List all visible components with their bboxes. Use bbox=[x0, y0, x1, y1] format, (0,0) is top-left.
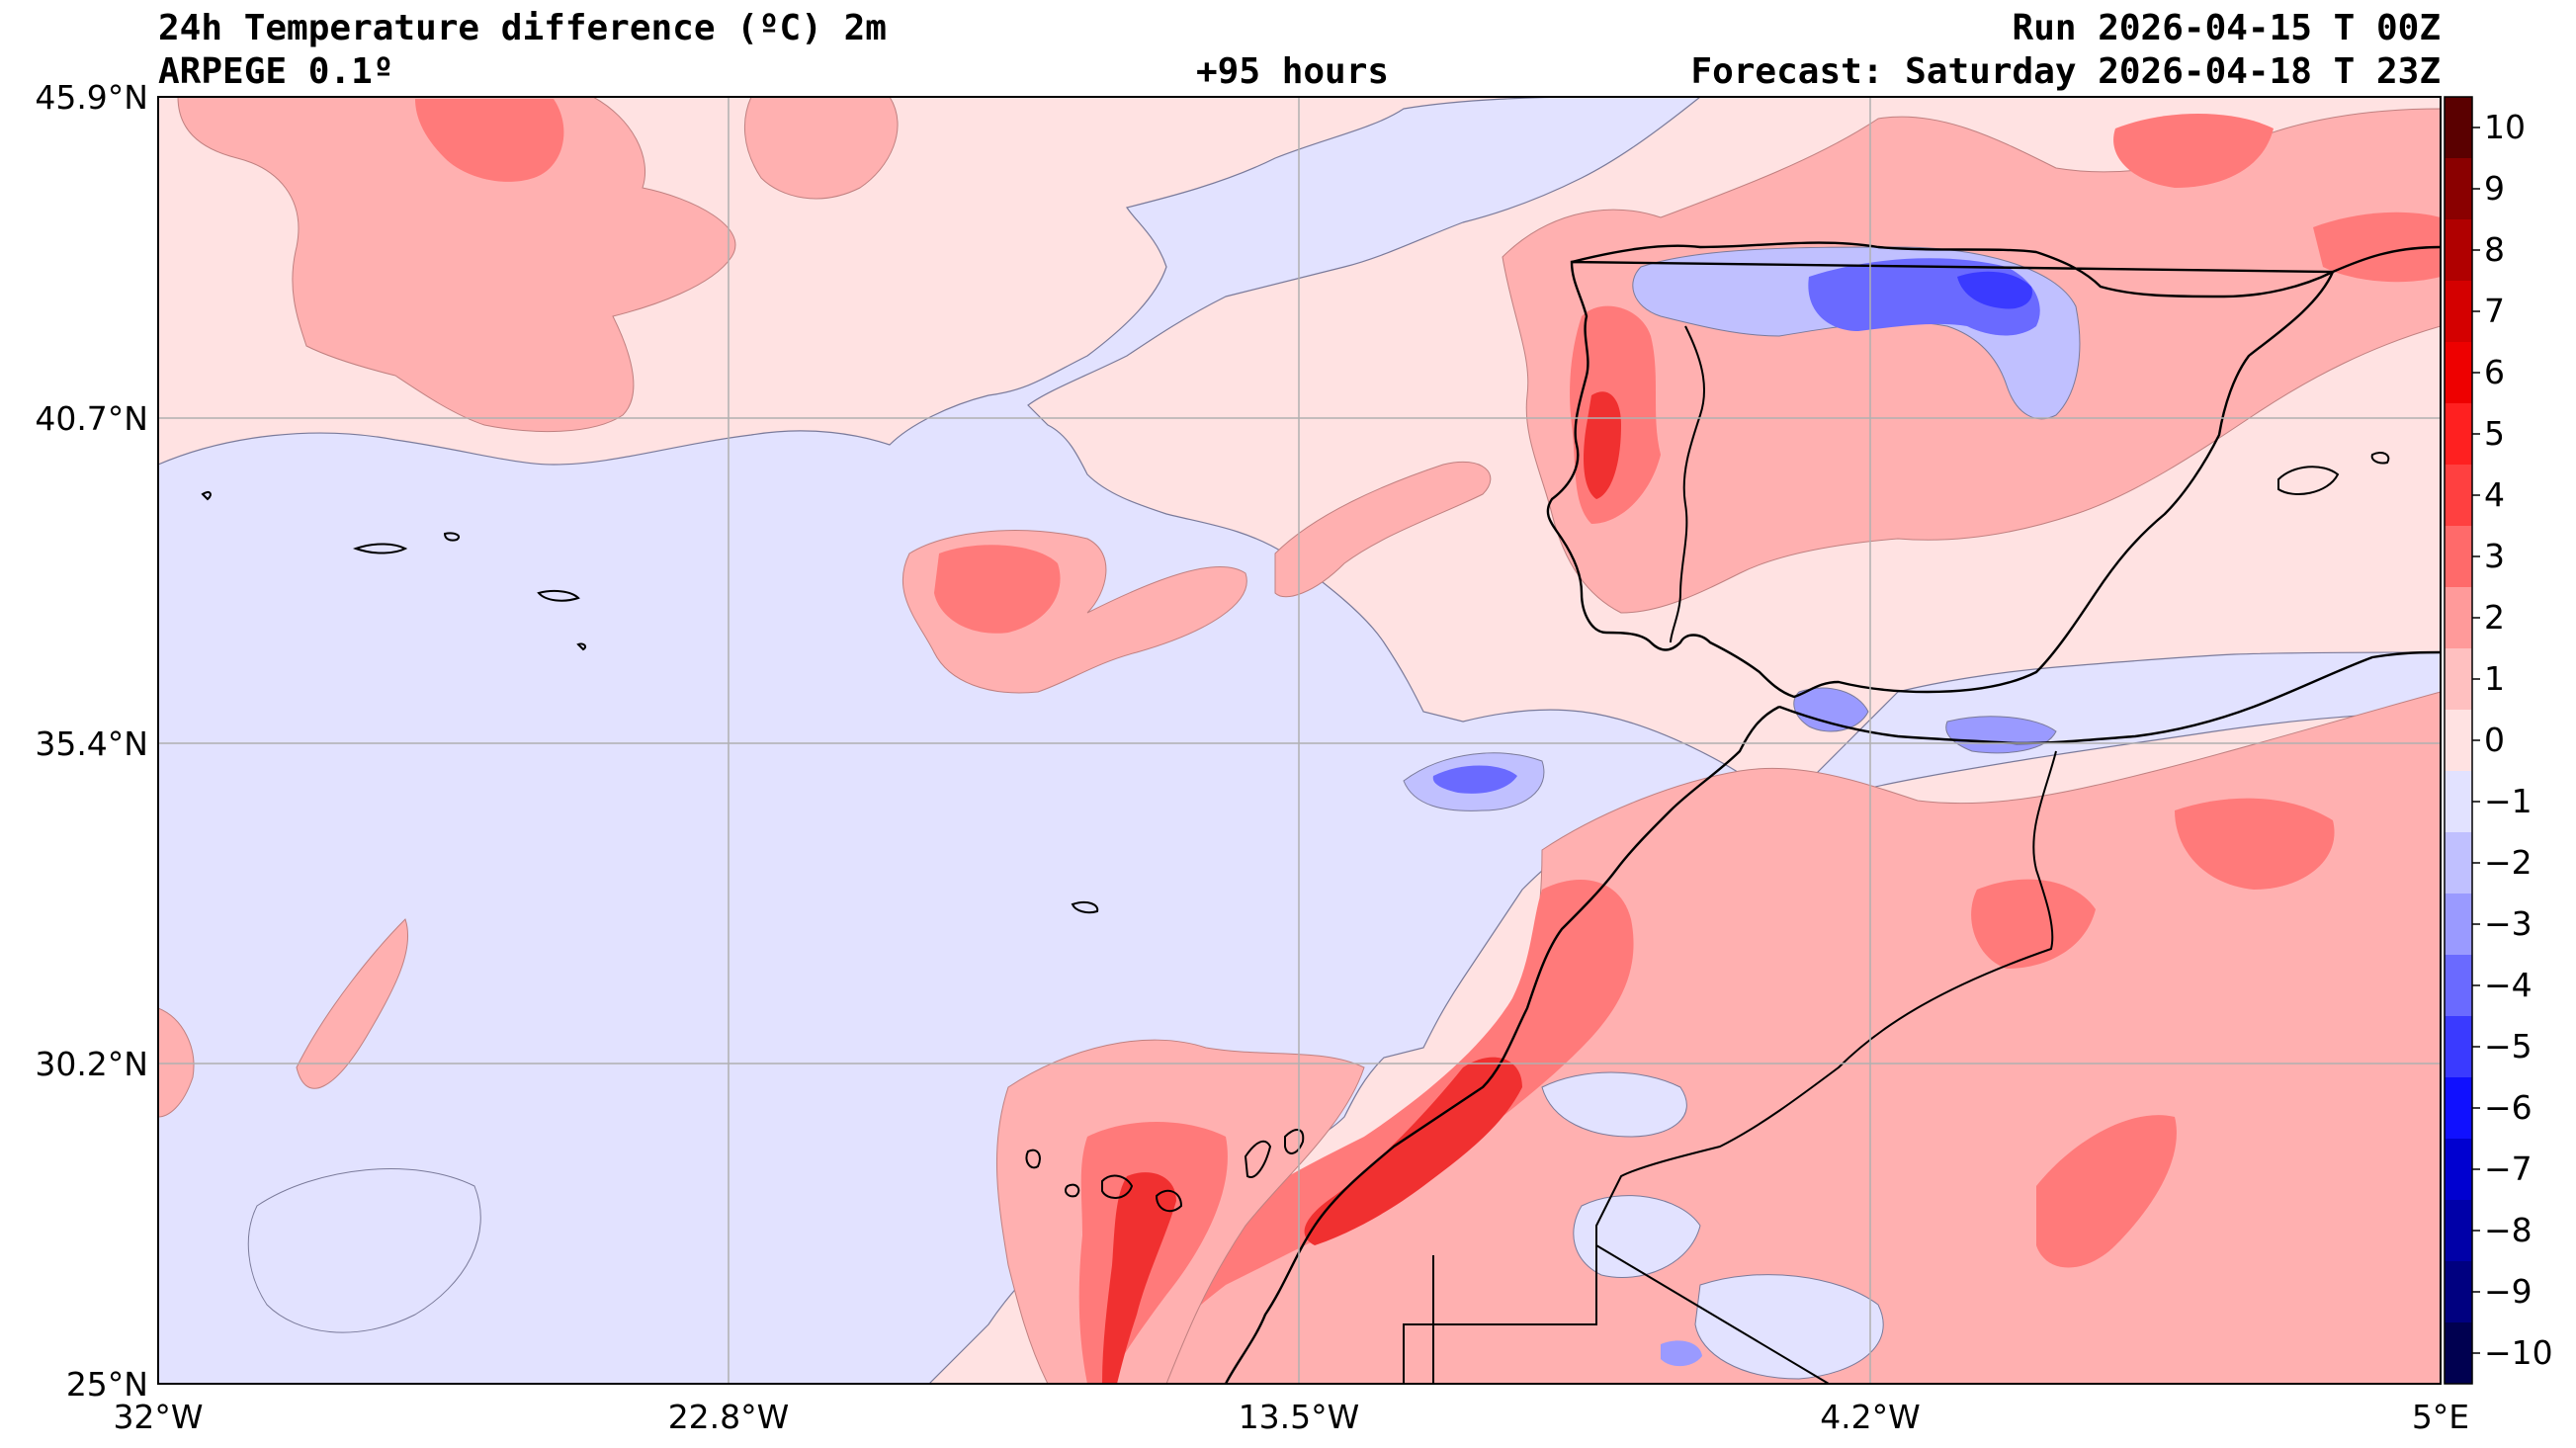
colorbar-label: −7 bbox=[2484, 1150, 2533, 1188]
colorbar-label: 10 bbox=[2484, 108, 2526, 146]
warm-africa-coast-core bbox=[1304, 1057, 1522, 1245]
coastlines bbox=[201, 241, 2441, 1384]
colorbar-swatch bbox=[2445, 587, 2472, 649]
colorbar-swatch bbox=[2445, 219, 2472, 282]
lat-tick-label: 25°N bbox=[66, 1365, 148, 1404]
colorbar-label: 7 bbox=[2484, 292, 2505, 330]
colorbar-label: −9 bbox=[2484, 1272, 2533, 1311]
colorbar-label: −10 bbox=[2484, 1333, 2553, 1372]
colorbar-label: 8 bbox=[2484, 230, 2505, 269]
colorbar-label: −8 bbox=[2484, 1211, 2533, 1249]
lat-tick-label: 30.2°N bbox=[35, 1045, 148, 1083]
forecast-label: Forecast: Saturday 2026-04-18 T 23Z bbox=[1690, 51, 2441, 92]
colorbar-label: −3 bbox=[2484, 904, 2533, 943]
warm-north-atlantic bbox=[743, 97, 899, 200]
run-label: Run 2026-04-15 T 00Z bbox=[2012, 8, 2441, 48]
azores bbox=[201, 490, 587, 651]
balearic-islands bbox=[2277, 452, 2390, 495]
colorbar-swatch bbox=[2445, 955, 2472, 1017]
warm-blob-central-core bbox=[934, 545, 1061, 634]
canary-islands bbox=[1025, 1129, 1305, 1213]
warm-canary-strong bbox=[1102, 1172, 1176, 1384]
warm-france-core bbox=[2113, 114, 2274, 188]
colorbar-label: −2 bbox=[2484, 843, 2533, 882]
warm-france-east bbox=[2313, 212, 2441, 283]
borders bbox=[1403, 325, 2057, 1384]
colorbar-label: 6 bbox=[2484, 353, 2505, 391]
colorbar-swatch bbox=[2445, 648, 2472, 711]
colorbar-swatch bbox=[2445, 1077, 2472, 1140]
colorbar-swatch bbox=[2445, 97, 2472, 159]
warm-blob-east bbox=[1274, 461, 1492, 598]
cool-ocean-south-pocket bbox=[247, 1168, 481, 1333]
lon-tick-label: 22.8°W bbox=[668, 1398, 790, 1436]
colorbar-swatch bbox=[2445, 1322, 2472, 1385]
colorbar-swatch bbox=[2445, 771, 2472, 833]
colorbar-swatch bbox=[2445, 465, 2472, 527]
lat-tick-label: 40.7°N bbox=[35, 399, 148, 438]
warm-nw-atlantic bbox=[177, 97, 736, 433]
map-frame bbox=[157, 96, 2442, 1385]
iberia-coastline bbox=[1546, 241, 2441, 699]
cool-sahara-core bbox=[1661, 1340, 1702, 1367]
colorbar-label: 5 bbox=[2484, 414, 2505, 453]
colorbar-swatch bbox=[2445, 281, 2472, 343]
colorbar-label: 2 bbox=[2484, 598, 2505, 637]
africa-coastline bbox=[1224, 650, 2441, 1384]
colorbar-swatch bbox=[2445, 1139, 2472, 1201]
colorbar-swatch bbox=[2445, 832, 2472, 894]
colorbar-label: 4 bbox=[2484, 475, 2505, 514]
cool-sahara-pocket bbox=[1573, 1195, 1701, 1279]
lon-tick-label: 13.5°W bbox=[1239, 1398, 1360, 1436]
cool-sahara-south bbox=[1694, 1274, 1884, 1380]
gridlines bbox=[158, 97, 2441, 1384]
lat-tick-label: 35.4°N bbox=[35, 724, 148, 763]
colorbar-swatch bbox=[2445, 403, 2472, 466]
cool-west-core bbox=[1432, 765, 1517, 794]
colorbar-label: −4 bbox=[2484, 966, 2533, 1004]
warm-africa-inland bbox=[1971, 879, 2096, 969]
warm-blob-edge bbox=[158, 1007, 195, 1118]
cool-atlas bbox=[1541, 1071, 1687, 1138]
cool-iberia-north-strong bbox=[1957, 271, 2032, 309]
colorbar-swatch bbox=[2445, 342, 2472, 404]
colorbar-label: −1 bbox=[2484, 782, 2533, 820]
warm-nw-atlantic-core bbox=[415, 99, 564, 182]
lon-tick-labels: 32°W 22.8°W 13.5°W 4.2°W 5°E bbox=[113, 1398, 2469, 1436]
colorbar-swatch bbox=[2445, 710, 2472, 772]
model-label: ARPEGE 0.1º bbox=[158, 51, 394, 92]
lat-tick-labels: 45.9°N 40.7°N 35.4°N 30.2°N 25°N bbox=[35, 78, 148, 1404]
lat-tick-label: 45.9°N bbox=[35, 78, 148, 117]
colorbar-label: 9 bbox=[2484, 169, 2505, 208]
warm-africa-south bbox=[2036, 1115, 2177, 1268]
colorbar-swatch bbox=[2445, 158, 2472, 220]
warm-iberia bbox=[1502, 108, 2441, 614]
colorbar-swatch bbox=[2445, 1261, 2472, 1323]
colorbar-label: −5 bbox=[2484, 1027, 2533, 1065]
warm-africa-east bbox=[2175, 798, 2335, 890]
colorbar-label: 3 bbox=[2484, 537, 2505, 575]
colorbar-label: 1 bbox=[2484, 659, 2505, 698]
lead-time-label: +95 hours bbox=[1196, 51, 1390, 92]
colorbar-swatch bbox=[2445, 1200, 2472, 1262]
warm-blob-mid-left bbox=[296, 918, 409, 1089]
lon-tick-label: 4.2°W bbox=[1820, 1398, 1921, 1436]
colorbar-label: 0 bbox=[2484, 721, 2505, 759]
map-title: 24h Temperature difference (ºC) 2m bbox=[158, 8, 887, 48]
madeira bbox=[1071, 901, 1099, 914]
colorbar-swatch bbox=[2445, 894, 2472, 956]
lon-tick-label: 5°E bbox=[2412, 1398, 2469, 1436]
colorbar-swatch bbox=[2445, 1016, 2472, 1078]
lon-tick-label: 32°W bbox=[113, 1398, 203, 1436]
colorbar-swatch bbox=[2445, 526, 2472, 588]
colorbar-label: −6 bbox=[2484, 1088, 2533, 1127]
